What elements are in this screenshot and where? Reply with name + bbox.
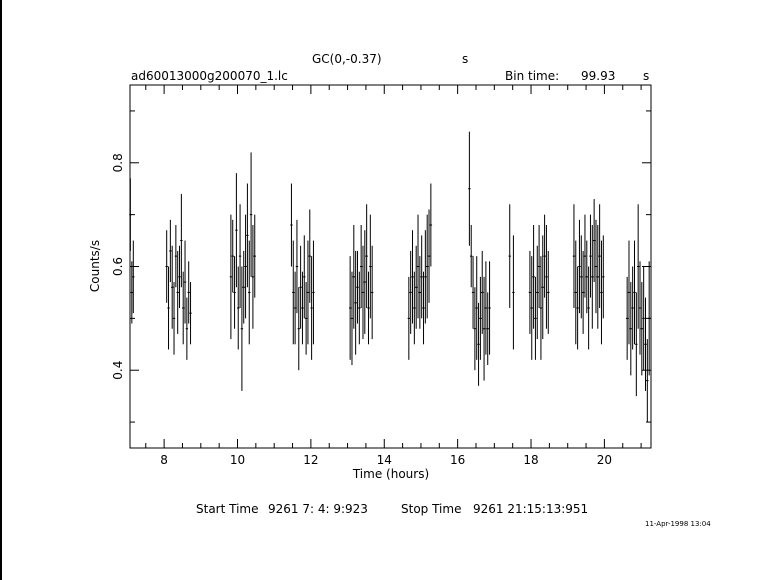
start-time-value: 9261 7: 4: 9:923 [268, 502, 368, 516]
left-border [0, 0, 2, 580]
x-tick-label: 16 [450, 453, 465, 467]
stop-time-label: Stop Time [401, 502, 462, 516]
bin-time-unit: s [643, 69, 650, 83]
x-tick-label: 20 [597, 453, 612, 467]
y-tick-label: 0.4 [111, 361, 125, 380]
stop-time-value: 9261 21:15:13:951 [473, 502, 589, 516]
bin-time-label: Bin time: [505, 69, 560, 83]
chart-title-unit: s [462, 52, 469, 66]
bin-time-value: 99.93 [581, 69, 616, 83]
x-axis-label: Time (hours) [352, 467, 429, 481]
filename-label: ad60013000g200070_1.lc [131, 69, 288, 83]
y-axis-label: Counts/s [88, 240, 102, 292]
x-tick-label: 8 [160, 453, 168, 467]
y-tick-label: 0.8 [111, 153, 125, 172]
x-tick-label: 12 [303, 453, 318, 467]
print-timestamp: 11-Apr-1998 13:04 [645, 520, 711, 528]
x-tick-label: 18 [523, 453, 538, 467]
x-tick-label: 10 [230, 453, 245, 467]
plot-frame [129, 84, 652, 449]
start-time-label: Start Time [196, 502, 259, 516]
x-tick-label: 14 [377, 453, 392, 467]
y-tick-label: 0.6 [111, 257, 125, 276]
chart-title: GC(0,-0.37) [312, 52, 382, 66]
